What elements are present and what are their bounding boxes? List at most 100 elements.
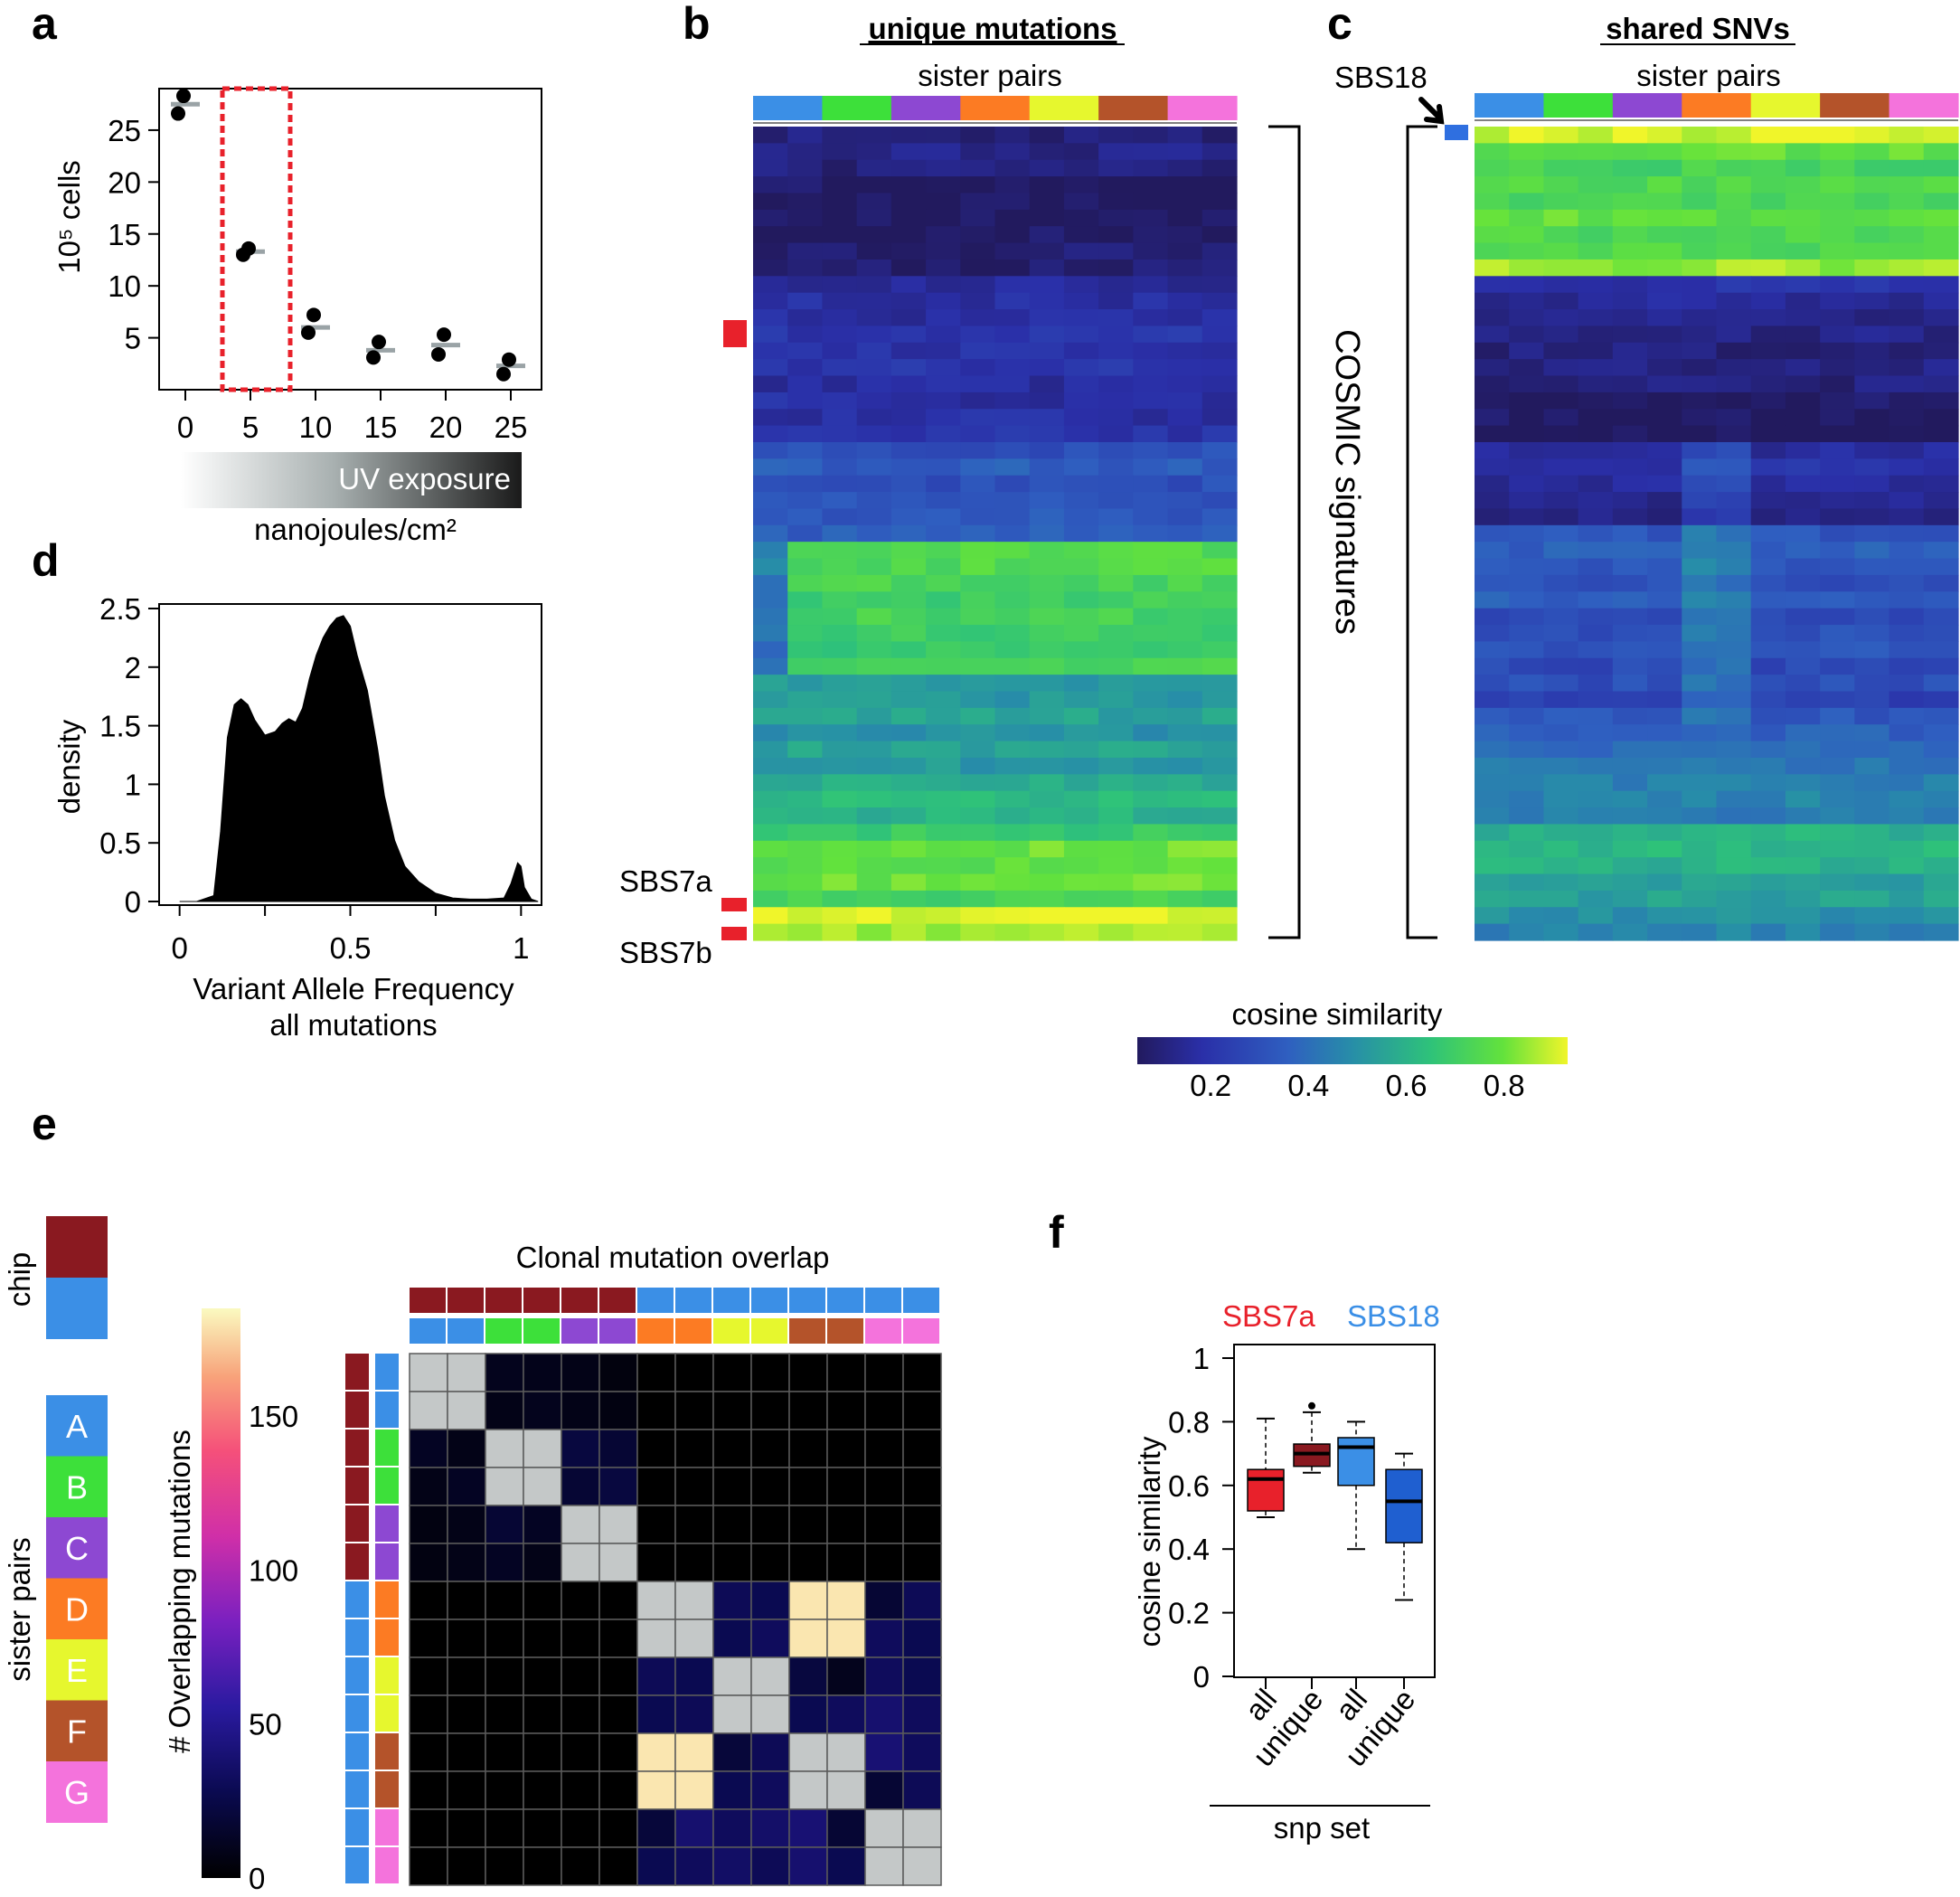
heatmap-cell [1923,475,1959,493]
heatmap-cell [1750,923,1786,941]
heatmap-cell [753,359,788,377]
heatmap-cell [787,691,824,709]
heatmap-cell [1063,857,1099,875]
heatmap-cell [1578,840,1614,858]
overlap-cell [636,1391,676,1430]
overlap-cell [409,1353,448,1392]
panel-f-ytick-label: 0.8 [1168,1405,1210,1439]
heatmap-cell [960,890,996,908]
legend-pair-letter: F [67,1713,87,1751]
heatmap-cell [1716,409,1752,427]
heatmap-cell [1854,309,1890,327]
overlap-cell [864,1846,904,1886]
heatmap-cell [1820,641,1855,659]
heatmap-cell [1201,807,1238,826]
heatmap-cell [1854,857,1890,875]
heatmap-cell [787,641,824,659]
cosine-colorbar-tick-label: 0.4 [1287,1069,1329,1102]
heatmap-cell [1543,807,1579,826]
heatmap-cell [1923,774,1959,792]
heatmap-cell [1923,309,1959,327]
heatmap-cell [1098,242,1134,260]
heatmap-cell [1098,558,1134,576]
heatmap-cell [822,209,858,227]
heatmap-cell [1167,326,1203,344]
heatmap-cell [1133,259,1169,277]
heatmap-cell [856,492,892,510]
heatmap-cell [1201,873,1238,892]
heatmap-cell [1889,458,1925,477]
heatmap-cell [1750,159,1786,177]
heatmap-cell [787,707,824,725]
heatmap-cell [926,774,961,792]
heatmap-cell [960,524,996,543]
heatmap-cell [1201,524,1238,543]
heatmap-cell [787,159,824,177]
heatmap-cell [787,492,824,510]
legend-pair-swatch [46,1761,108,1823]
heatmap-cell [1612,375,1648,393]
legend-pair-letter: E [66,1652,88,1689]
heatmap-cell [1063,193,1099,211]
overlap-cell [674,1353,714,1392]
heatmap-cell [1578,193,1614,211]
heatmap-cell [1133,790,1169,808]
heatmap-cell [1133,724,1169,742]
pair-color-block [1475,93,1545,118]
panel-a-xtick-label: 20 [429,411,463,444]
heatmap-cell [1578,524,1614,543]
overlap-cell [712,1732,752,1772]
heatmap-cell [1820,193,1855,211]
heatmap-cell [1854,209,1890,227]
overlap-cell [447,1543,486,1582]
heatmap-cell [856,923,892,941]
overlap-cell [409,1391,448,1430]
heatmap-cell [890,691,927,709]
heatmap-cell [1889,441,1925,459]
heatmap-cell [1167,425,1203,443]
heatmap-cell [1923,790,1959,808]
panel-a-xlabel: nanojoules/cm² [254,513,457,546]
pair-annotation-cell [637,1318,674,1344]
heatmap-cell [856,193,892,211]
heatmap-cell [1647,143,1682,161]
heatmap-cell [1785,276,1821,294]
heatmap-cell [1820,159,1855,177]
heatmap-cell [1167,475,1203,493]
overlap-colorbar-label: # Overlapping mutations [163,1430,196,1753]
heatmap-cell [1543,741,1579,759]
heatmap-cell [1475,193,1510,211]
overlap-cell [485,1467,524,1506]
heatmap-cell [1889,574,1925,592]
heatmap-cell [856,724,892,742]
heatmap-cell [1820,375,1855,393]
heatmap-cell [1167,409,1203,427]
heatmap-cell [994,574,1031,592]
overlap-cell [674,1505,714,1544]
heatmap-cell [856,342,892,360]
heatmap-cell [822,176,858,194]
heatmap-cell [1475,675,1510,693]
heatmap-cell [822,475,858,493]
heatmap-cell [1647,641,1682,659]
heatmap-cell [960,857,996,875]
heatmap-cell [1133,242,1169,260]
heatmap-cell [1854,625,1890,642]
heatmap-cell [1475,608,1510,626]
heatmap-cell [1167,840,1203,858]
heatmap-cell [1820,857,1855,875]
heatmap-cell [1750,143,1786,161]
heatmap-cell [926,890,961,908]
heatmap-cell [890,724,927,742]
heatmap-cell [1578,309,1614,327]
heatmap-cell [960,824,996,842]
overlap-cell [788,1770,828,1810]
heatmap-cell [1750,409,1786,427]
heatmap-cell [1923,691,1959,709]
heatmap-cell [1029,127,1065,144]
heatmap-cell [890,641,927,659]
sbs18-arrow-icon [1418,97,1445,125]
heatmap-cell [1029,492,1065,510]
heatmap-cell [1578,675,1614,693]
